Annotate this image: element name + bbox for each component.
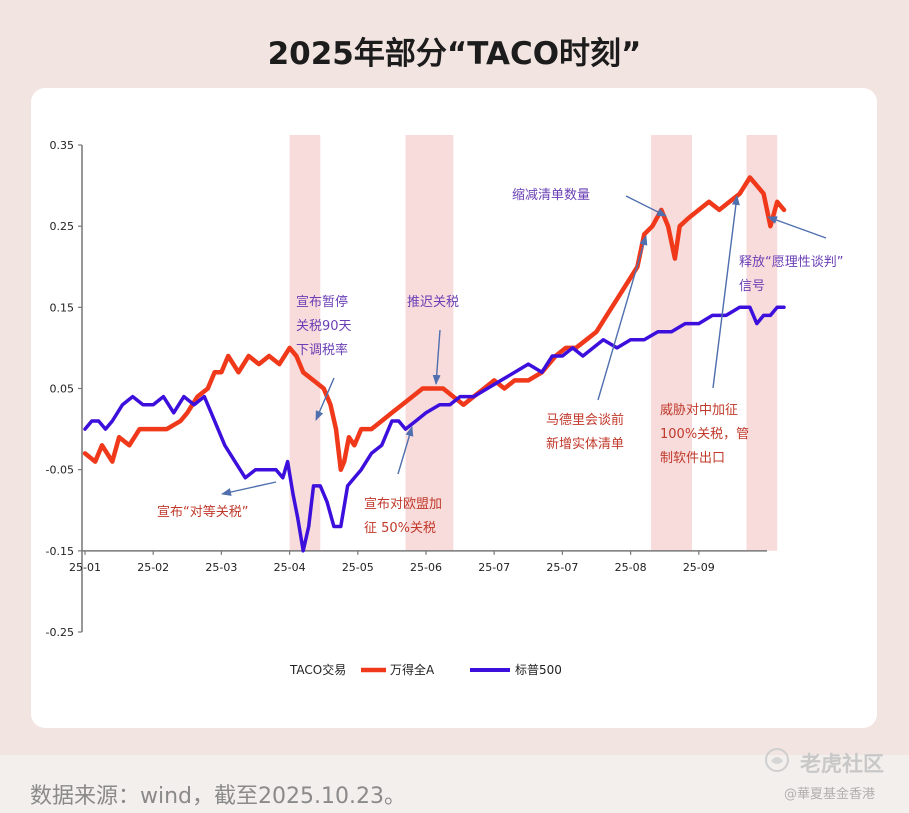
y-tick-label: 0.15 — [50, 301, 75, 314]
series-line-wind — [82, 175, 787, 472]
y-tick-label: 0.25 — [50, 220, 75, 233]
annotation-text: 宣布暂停 — [296, 294, 348, 310]
y-tick-label: -0.15 — [46, 545, 74, 558]
annotation-arrow — [712, 195, 740, 389]
page-title: 2025年部分“TACO时刻” — [267, 36, 642, 72]
annotation-arrow — [597, 235, 648, 401]
annotation-text: 制软件出口 — [660, 451, 725, 466]
annotation-arrow — [397, 426, 414, 475]
data-source-note: 数据来源：wind，截至2025.10.23。 — [30, 784, 406, 809]
annotation-text: 缩减清单数量 — [512, 187, 590, 203]
x-tick-label: 25-03 — [205, 561, 237, 574]
watermark-tiger-community: 老虎社区 — [800, 752, 884, 776]
watermark-chinaamc-hk: @華夏基金香港 — [784, 787, 876, 802]
annotation-text: 马德里会谈前 — [546, 412, 624, 428]
annotation-arrow — [625, 195, 667, 217]
y-tick-label: -0.05 — [46, 464, 74, 477]
y-tick-label: 0.35 — [50, 139, 75, 152]
annotation-text: 推迟关税 — [407, 295, 459, 310]
annotation-text: 下调税率 — [296, 342, 348, 358]
annotation-arrow — [221, 481, 277, 496]
x-tick-label: 25-07 — [546, 561, 578, 574]
y-tick-label: -0.25 — [46, 626, 74, 639]
legend-label-sp500: 标普500 — [515, 663, 562, 677]
annotation-text: 威胁对中加征 — [660, 403, 738, 418]
taco-period-band — [651, 135, 692, 551]
x-tick-label: 25-04 — [274, 561, 306, 574]
tiger-community-logo-icon — [765, 748, 789, 772]
x-tick-label: 25-01 — [69, 561, 101, 574]
taco-period-band — [289, 135, 321, 551]
x-tick-label: 25-08 — [615, 561, 647, 574]
series-line-sp500 — [83, 305, 786, 553]
legend-label-taco: TACO交易 — [289, 662, 346, 677]
x-tick-label: 25-05 — [342, 561, 374, 574]
annotation-arrow — [767, 216, 827, 239]
annotation-arrow — [315, 377, 335, 421]
annotation-text: 关税90天 — [296, 319, 352, 334]
annotation-text: 宣布“对等关税” — [157, 504, 248, 520]
taco-period-band — [746, 135, 778, 551]
annotation-text: 100%关税，管 — [660, 427, 749, 442]
x-tick-label: 25-02 — [137, 561, 169, 574]
annotation-text: 征 50%关税 — [364, 521, 436, 536]
legend-label-wind: 万得全A — [390, 662, 435, 677]
annotation-text: 释放“愿理性谈判” — [739, 255, 843, 270]
x-tick-label: 25-07 — [478, 561, 510, 574]
taco-period-band — [405, 135, 454, 551]
y-tick-label: 0.05 — [50, 383, 75, 396]
annotation-text: 信号 — [739, 279, 765, 294]
footer-band — [0, 755, 909, 813]
x-tick-label: 25-09 — [683, 561, 715, 574]
annotation-arrow — [432, 329, 441, 385]
annotation-text: 宣布对欧盟加 — [364, 496, 442, 512]
annotation-text: 新增实体清单 — [546, 436, 624, 452]
x-tick-label: 25-06 — [410, 561, 442, 574]
